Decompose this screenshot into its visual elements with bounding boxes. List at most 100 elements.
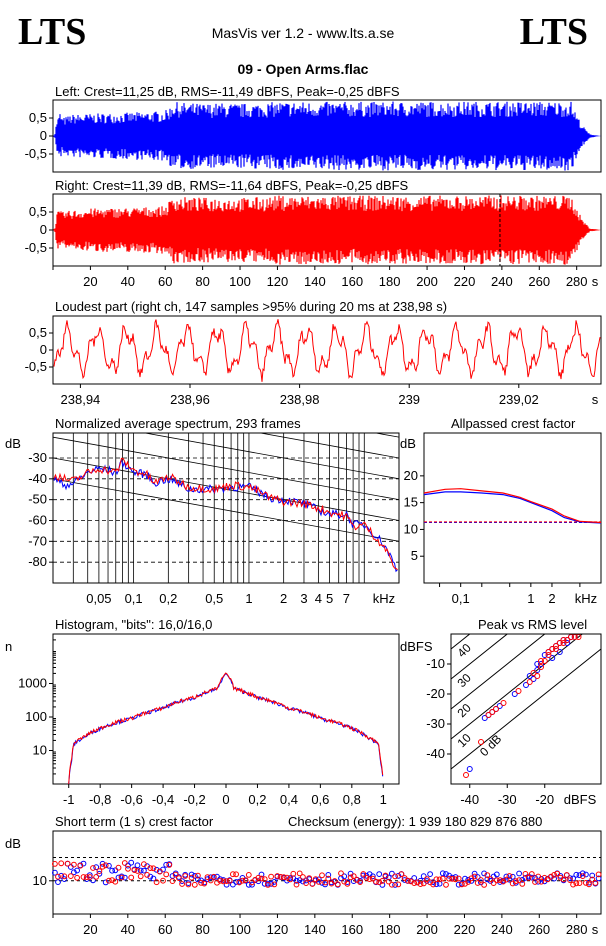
peakrms-point (500, 700, 507, 706)
allpassed-series (423, 491, 602, 524)
shortcrest-point (503, 873, 510, 880)
shortcrest-point (150, 865, 157, 872)
shortcrest-point (179, 881, 186, 887)
shortcrest-point (404, 877, 411, 884)
shortcrest-point (112, 867, 119, 874)
peakrms-xlabel: dBFS (564, 792, 597, 807)
shortcrest-point (210, 873, 217, 880)
peakrms-point (549, 655, 556, 661)
shortcrest-point (573, 880, 580, 887)
peakrms-point (538, 661, 544, 667)
x-tick-label: 240 (491, 274, 513, 289)
x-tick-label: 160 (341, 274, 363, 289)
x-unit-label: s (592, 392, 599, 407)
shortcrest-point (490, 880, 497, 886)
shortcrest-point (408, 878, 414, 885)
x-tick-label: 0,2 (159, 591, 177, 606)
shortcrest-point (325, 875, 332, 882)
x-tick-label: 240 (491, 922, 513, 937)
shortcrest-point (290, 870, 297, 877)
left_waveform-title: Left: Crest=11,25 dB, RMS=-11,49 dBFS, P… (55, 84, 400, 99)
spectrum-slope-line (258, 433, 399, 459)
shortcrest-point (74, 867, 80, 874)
shortcrest-point (436, 880, 443, 887)
shortcrest-point (109, 877, 115, 883)
shortcrest-point (401, 877, 408, 883)
shortcrest-point (293, 881, 300, 888)
shortcrest-point (134, 868, 141, 874)
loudest-ytick: 0,5 (29, 325, 47, 340)
shortcrest-point (411, 880, 418, 886)
shortcrest-point (55, 879, 61, 885)
left_waveform-signal (53, 101, 601, 171)
shortcrest-point (350, 873, 357, 879)
checksum-label: Checksum (energy): 1 939 180 829 876 880 (288, 814, 542, 829)
shortcrest-point (493, 877, 500, 884)
x-tick-label: 1 (245, 591, 252, 606)
peakrms-point (560, 637, 567, 643)
shortcrest-point (106, 862, 112, 869)
shortcrest-point (71, 861, 77, 868)
shortcrest-point (188, 871, 195, 878)
shortcrest-point (458, 881, 465, 888)
shortcrest-point (64, 860, 71, 867)
shortcrest-point (58, 860, 65, 867)
histogram-series (68, 672, 384, 785)
x-tick-label: 238,96 (170, 392, 210, 407)
x-tick-label: -20 (535, 792, 554, 807)
x-tick-label: -1 (63, 792, 75, 807)
shortcrest-point (522, 875, 529, 881)
peakrms-point (538, 664, 544, 670)
shortcrest-point (344, 880, 351, 887)
shortcrest-point (595, 875, 602, 882)
shortcrest-point (67, 873, 74, 879)
shortcrest-point (258, 875, 265, 882)
peakrms-point (534, 673, 541, 679)
x-tick-label: 1 (380, 792, 387, 807)
spectrum-slope-line (53, 478, 399, 542)
histogram-ytick: 10 (33, 742, 47, 757)
x-tick-label: -30 (498, 792, 517, 807)
shortcrest-point (106, 877, 112, 884)
x-tick-label: 3 (300, 591, 307, 606)
x-tick-label: 280 (566, 274, 588, 289)
shortcrest-point (516, 870, 522, 877)
shortcrest-point (102, 862, 109, 869)
x-tick-label: 2 (280, 591, 287, 606)
peakrms-point (530, 676, 537, 682)
shortcrest-point (102, 879, 109, 886)
shortcrest-point (541, 874, 548, 881)
shortcrest-point (567, 875, 573, 881)
shortcrest-point (150, 875, 157, 882)
logo-right: LTS (519, 11, 588, 53)
shortcrest-point (503, 876, 510, 883)
right_waveform-ytick: 0 (40, 222, 47, 237)
shortcrest-point (341, 873, 348, 880)
shortcrest-ylabel: dB (5, 836, 21, 851)
loudest-ytick: 0 (40, 342, 47, 357)
shortcrest-point (163, 871, 170, 878)
shortcrest-point (360, 871, 367, 877)
shortcrest-point (385, 878, 392, 885)
x-tick-label: 7 (343, 591, 350, 606)
x-tick-label: 220 (454, 922, 476, 937)
shortcrest-point (497, 877, 503, 883)
shortcrest-point (487, 876, 494, 882)
shortcrest-point (570, 881, 576, 888)
peakrms-point (541, 652, 548, 658)
shortcrest-point (255, 874, 262, 881)
shortcrest-point (96, 868, 103, 874)
shortcrest-point (185, 881, 192, 888)
x-tick-label: 20 (83, 274, 97, 289)
spectrum-ytick: -50 (28, 492, 47, 507)
peakrms-ytick: -30 (426, 716, 445, 731)
shortcrest-point (125, 865, 131, 872)
x-tick-label: 5 (326, 591, 333, 606)
peakrms-point (511, 691, 518, 697)
shortcrest-point (207, 874, 214, 881)
x-tick-label: 60 (158, 274, 172, 289)
x-tick-label: 100 (229, 274, 251, 289)
shortcrest-point (427, 871, 434, 877)
file-title: 09 - Open Arms.flac (237, 61, 369, 77)
shortcrest-point (90, 877, 96, 884)
